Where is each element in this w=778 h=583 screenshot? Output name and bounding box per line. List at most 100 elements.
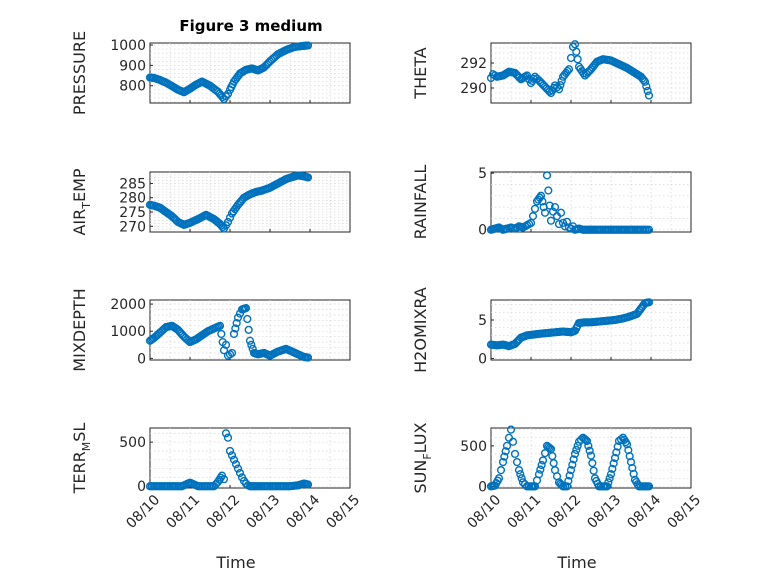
x-tick-label: 08/15: [323, 492, 363, 532]
y-tick-label: 0: [478, 479, 487, 495]
data-point: [494, 474, 504, 483]
data-point: [589, 466, 598, 475]
data-point: [223, 217, 233, 227]
y-tick-label: 270: [119, 219, 146, 235]
data-point: [303, 173, 313, 182]
y-tick-label: 0: [478, 351, 487, 367]
axes-frame: [490, 299, 692, 361]
axes-frame: [149, 427, 351, 489]
y-tick-label: 500: [119, 435, 146, 451]
subplot-mixdepth: 0 1000 2000 MIXDEPTH: [70, 288, 351, 372]
y-axis-label: RAINFALL: [411, 165, 430, 240]
x-tick-label: 08/10: [123, 492, 163, 532]
data-point: [217, 329, 226, 339]
data-point: [585, 446, 594, 455]
y-axis-label: PRESSURE: [70, 31, 89, 115]
data-point: [501, 447, 510, 456]
data-point: [570, 449, 580, 459]
y-tick-label: 5: [478, 166, 487, 182]
data-point: [608, 464, 617, 473]
data-point: [584, 441, 593, 450]
data-point: [566, 466, 576, 475]
y-axis-label: MIXDEPTH: [70, 288, 89, 371]
y-axis-label: AIRTEMP: [70, 168, 93, 235]
y-tick-label: 0: [137, 351, 146, 367]
data-point: [514, 466, 524, 475]
y-tick-label: 900: [119, 58, 146, 74]
subplot-theta: 290 292 THETA: [411, 40, 692, 104]
data-point: [573, 55, 582, 64]
y-axis-label: H2OMIXRA: [411, 287, 430, 373]
data-point: [223, 89, 233, 98]
data-point: [231, 460, 241, 469]
data-point: [536, 191, 546, 200]
data-point: [564, 65, 574, 74]
y-tick-label: 280: [119, 191, 146, 207]
data-point: [572, 445, 581, 454]
data-point: [231, 324, 240, 333]
data-point: [209, 482, 219, 491]
data-point: [223, 433, 233, 442]
data-point: [644, 482, 654, 491]
data-point: [219, 475, 229, 484]
data-point: [245, 336, 255, 345]
y-tick-label: 290: [460, 81, 487, 97]
data-point: [572, 47, 581, 56]
subplot-h2omixra: 0 5 H2OMIXRA: [411, 287, 692, 373]
data-point: [544, 186, 553, 195]
x-axis-label: Time: [215, 553, 255, 572]
data-point: [644, 225, 654, 234]
data-point: [506, 425, 516, 434]
data-point: [538, 456, 548, 465]
x-tick-label: 08/12: [544, 492, 584, 532]
y-axis-label: SUNFLUX: [411, 422, 434, 493]
data-point: [605, 474, 614, 483]
data-point: [573, 441, 582, 450]
data-point: [562, 482, 572, 491]
y-tick-label: 1000: [110, 38, 146, 54]
data-point: [225, 350, 235, 359]
x-tick-label: 08/11: [163, 492, 203, 532]
data-point: [568, 460, 577, 469]
data-point: [235, 468, 245, 478]
data-point: [602, 482, 612, 491]
data-point: [588, 459, 597, 468]
data-point: [221, 429, 231, 438]
y-axis-label: TERRMSL: [70, 423, 93, 495]
data-point: [303, 41, 313, 50]
data-point: [570, 40, 580, 49]
subplot-grid: 800 900 1000 PRESSURE 290 292 THETA 27027528028…: [70, 31, 704, 572]
data-point: [225, 446, 235, 456]
data-point: [247, 340, 256, 349]
data-point: [644, 91, 654, 100]
x-tick-label: 08/14: [283, 492, 323, 532]
data-point: [556, 80, 565, 90]
data-point: [606, 470, 616, 479]
data-point: [569, 455, 578, 464]
data-point: [227, 451, 237, 460]
data-point: [303, 480, 313, 489]
x-tick-label: 08/15: [664, 492, 704, 532]
data-point: [538, 197, 547, 206]
data-point: [502, 441, 512, 450]
data-point: [500, 452, 509, 461]
data-point: [612, 448, 621, 457]
y-tick-label: 285: [119, 176, 146, 192]
axes-frame: [490, 171, 692, 233]
figure-title: Figure 3 medium: [179, 17, 322, 35]
data-point: [534, 470, 544, 479]
data-point: [610, 453, 620, 463]
data-point: [512, 457, 522, 467]
y-tick-label: 275: [119, 205, 146, 221]
data-point: [554, 85, 564, 94]
data-point: [530, 204, 540, 213]
data-point: [644, 298, 654, 307]
data-point: [565, 471, 574, 480]
data-point: [548, 207, 558, 216]
data-point: [508, 437, 518, 446]
data-point: [229, 329, 239, 339]
data-point: [609, 459, 618, 468]
data-point: [229, 455, 239, 464]
